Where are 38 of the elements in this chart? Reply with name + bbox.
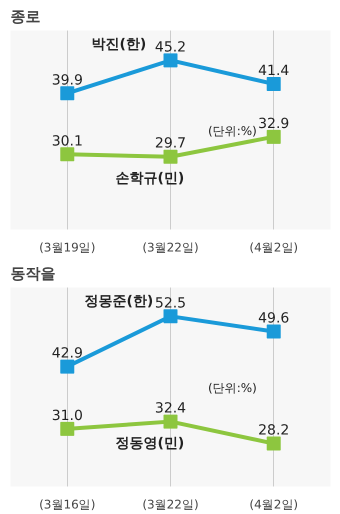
- x-tick-label: (3월22일): [142, 498, 199, 512]
- annotation: (단위:%): [208, 381, 257, 395]
- data-label: 30.1: [52, 133, 83, 150]
- x-tick-label: (4월2일): [249, 498, 298, 512]
- series-label: 박진(한): [91, 36, 146, 52]
- point: [266, 130, 281, 144]
- data-label: 32.9: [258, 116, 290, 132]
- x-tick-label: (3월22일): [142, 240, 199, 254]
- data-label: 32.4: [154, 400, 186, 417]
- x-tick-label: (4월2일): [249, 240, 298, 254]
- annotation: (단위:%): [208, 124, 257, 138]
- series-label: 손학규(민): [115, 170, 184, 187]
- point: [164, 150, 178, 164]
- data-label: 31.0: [52, 408, 83, 424]
- point: [164, 53, 178, 68]
- data-label: 39.9: [52, 72, 83, 88]
- data-label: 42.9: [52, 346, 83, 362]
- point: [164, 309, 178, 324]
- x-tick-label: (3월19일): [39, 240, 96, 254]
- point: [266, 76, 281, 91]
- chart-title: 종로: [10, 8, 40, 26]
- point: [60, 147, 74, 162]
- data-label: 29.7: [154, 136, 186, 152]
- data-label: 28.2: [258, 422, 290, 439]
- point: [164, 414, 178, 429]
- series-label: 정동영(민): [115, 436, 184, 452]
- x-tick-label: (3월16일): [39, 498, 96, 512]
- point: [266, 436, 281, 451]
- series-label: 정몽준(한): [84, 294, 154, 310]
- chart-title: 동작을: [10, 264, 56, 282]
- data-label: 45.2: [154, 39, 186, 56]
- data-label: 41.4: [258, 62, 290, 79]
- point: [266, 324, 281, 338]
- point: [60, 360, 74, 374]
- data-label: 52.5: [154, 295, 186, 312]
- point: [60, 422, 74, 436]
- point: [60, 86, 74, 100]
- data-label: 49.6: [258, 310, 290, 326]
